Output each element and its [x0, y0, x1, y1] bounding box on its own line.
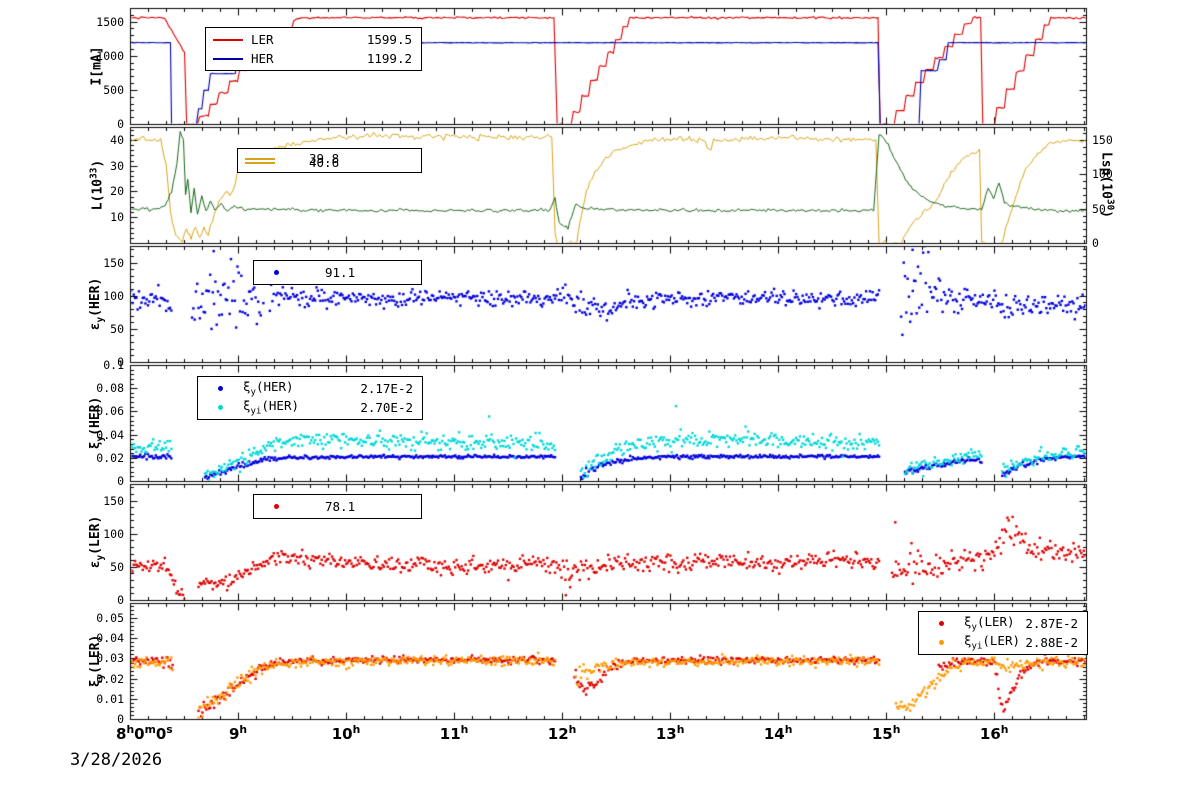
x-tick-label: 8h0m0s: [116, 723, 173, 743]
dot: [938, 640, 944, 645]
y-tick-label: 0.02: [96, 450, 124, 465]
legend-xiy-her: ξy(HER) 2.17E-2 ξyi(HER) 2.70E-2: [197, 376, 423, 420]
legend-current: LER 1599.5 HER 1199.2: [205, 27, 422, 71]
legend-item: LER 1599.5: [211, 30, 416, 49]
line-swatch: [245, 161, 275, 164]
date-label: 3/28/2026: [70, 750, 163, 770]
legend-value: 40.6: [309, 155, 340, 170]
y-tick-label-right: 50: [1092, 201, 1106, 216]
legend-item: 39.8: [243, 151, 416, 166]
legend-value: 1199.2: [366, 51, 412, 66]
legend-ey-her: 91.1: [253, 260, 422, 285]
y-tick-label: 500: [103, 82, 124, 97]
x-tick-label: 14h: [763, 723, 793, 743]
y-tick-label: 50: [110, 559, 124, 574]
legend-luminosity: 39.8 40.6: [237, 148, 422, 173]
y-tick-label: 0.03: [96, 651, 124, 666]
legend-value: 2.70E-2: [360, 400, 413, 415]
legend-label: ξyi(HER): [243, 398, 300, 417]
y-tick-label: 0: [117, 355, 124, 369]
y-tick-label: 30: [110, 158, 124, 173]
x-tick-label: 12h: [547, 723, 577, 743]
legend-item: ξy(HER) 2.17E-2: [203, 379, 417, 398]
legend-item: ξyi(HER) 2.70E-2: [203, 398, 417, 417]
legend-label: ξyi(LER): [964, 633, 1021, 652]
legend-item: ξyi(LER) 2.88E-2: [924, 633, 1082, 652]
y-tick-label: 0.04: [96, 631, 124, 646]
y-tick-label: 1000: [96, 48, 124, 63]
y-tick-label: 0.01: [96, 691, 124, 706]
y-tick-label: 0: [117, 474, 124, 488]
y-tick-label: 150: [103, 493, 124, 508]
y-tick-label: 0: [117, 117, 124, 131]
y-tick-label: 0.05: [96, 611, 124, 626]
y-tick-label-right: 0: [1092, 236, 1099, 250]
legend-item: ξy(LER) 2.87E-2: [924, 614, 1082, 633]
legend-value: 2.88E-2: [1025, 635, 1078, 650]
y-tick-label: 20: [110, 184, 124, 199]
x-tick-label: 10h: [331, 723, 361, 743]
legend-value: 2.17E-2: [360, 381, 413, 396]
marker-swatch: [926, 621, 956, 626]
y-tick-label: 0: [117, 593, 124, 607]
x-tick-label: 13h: [655, 723, 685, 743]
y-tick-label: 0: [117, 712, 124, 726]
x-tick-label: 11h: [439, 723, 469, 743]
y-tick-label: 50: [110, 321, 124, 336]
y-tick-label: 10: [110, 210, 124, 225]
y-tick-label: 0.02: [96, 671, 124, 686]
x-tick-label: 15h: [871, 723, 901, 743]
dot: [273, 504, 279, 509]
line-swatch: [245, 157, 275, 160]
line-swatch: [213, 57, 243, 60]
legend-item: 40.6: [243, 155, 416, 170]
y-tick-label: 150: [103, 255, 124, 270]
legend-label: ξy(LER): [964, 614, 1015, 633]
legend-item: HER 1199.2: [211, 49, 416, 68]
legend-label: LER: [251, 32, 274, 47]
marker-swatch: [205, 386, 235, 391]
y-tick-label: 0.06: [96, 404, 124, 419]
y-tick-label: 0.04: [96, 427, 124, 442]
y-tick-label: 1500: [96, 14, 124, 29]
y-tick-label: 0.1: [103, 358, 124, 372]
marker-swatch: [205, 405, 235, 410]
marker-swatch: [261, 270, 291, 275]
marker-swatch: [926, 640, 956, 645]
legend-value: 39.8: [309, 151, 340, 166]
y-tick-label-right: 100: [1092, 167, 1113, 182]
legend-value: 1599.5: [366, 32, 412, 47]
y-tick-label-right: 150: [1092, 132, 1113, 147]
dot: [217, 386, 223, 391]
legend-xiy-ler: ξy(LER) 2.87E-2 ξyi(LER) 2.88E-2: [918, 611, 1088, 655]
legend-item: 78.1: [259, 497, 416, 516]
x-tick-label: 9h: [228, 723, 248, 743]
dot: [273, 270, 279, 275]
legend-label: ξy(HER): [243, 379, 294, 398]
y-tick-label: 0.08: [96, 381, 124, 396]
y-tick-label: 100: [103, 526, 124, 541]
y-tick-label: 100: [103, 288, 124, 303]
dot: [217, 405, 223, 410]
y-tick-label: 40: [110, 132, 124, 147]
line-swatch: [213, 38, 243, 41]
legend-ey-ler: 78.1: [253, 494, 422, 519]
dot: [938, 621, 944, 626]
legend-value: 91.1: [325, 265, 356, 280]
legend-label: HER: [251, 51, 274, 66]
legend-value: 78.1: [325, 499, 356, 514]
marker-swatch: [261, 504, 291, 509]
legend-item: 91.1: [259, 263, 416, 282]
x-tick-label: 16h: [979, 723, 1009, 743]
legend-value: 2.87E-2: [1025, 616, 1078, 631]
